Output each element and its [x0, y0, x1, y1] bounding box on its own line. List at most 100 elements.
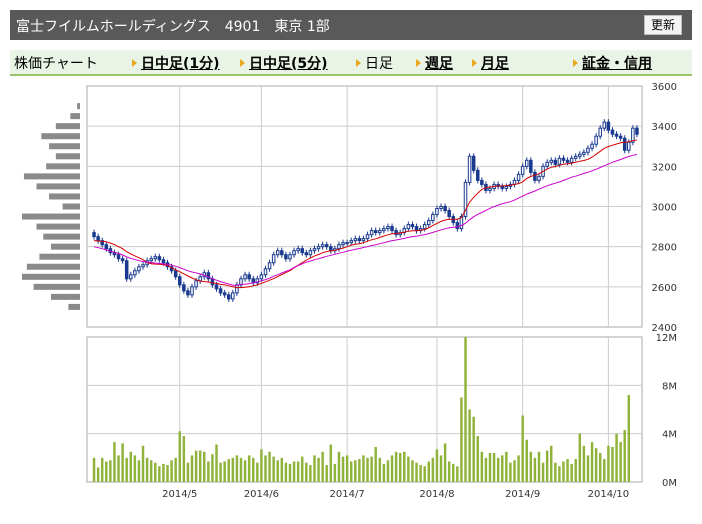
candle-body — [631, 127, 635, 143]
volume-bar — [125, 457, 128, 482]
volume-bar — [439, 455, 443, 482]
volume-bar — [137, 460, 141, 482]
candle-body — [300, 248, 304, 254]
volume-bar — [280, 457, 284, 482]
price-tick-label: 3400 — [652, 122, 677, 133]
volume-bar — [317, 457, 320, 482]
candle-body — [275, 250, 280, 256]
candle-body — [467, 155, 472, 183]
candle-body — [129, 274, 133, 280]
price-tick-label: 3200 — [652, 162, 677, 173]
date-tick-label: 2014/5 — [162, 489, 197, 500]
volume-bar — [611, 446, 614, 482]
volume-bar — [521, 415, 524, 482]
volume-bar — [121, 443, 124, 482]
volume-bar — [219, 462, 222, 482]
date-axis: 2014/5 2014/6 2014/7 2014/8 2014/9 2014/10 — [162, 489, 629, 500]
nav-weekly-label: 週足 — [425, 56, 453, 72]
candle-body — [455, 222, 460, 230]
candle-body — [247, 274, 251, 280]
nav-intraday-5min-label: 日中足(5分) — [249, 56, 328, 72]
nav-intraday-5min[interactable]: 日中足(5分) — [240, 53, 328, 73]
volume-bar — [337, 451, 341, 482]
volume-profile-bar — [41, 133, 80, 140]
volume-bar — [386, 460, 390, 482]
candle-body — [210, 278, 215, 286]
candle-body — [141, 264, 145, 268]
candle-body — [369, 230, 374, 236]
price-grid — [87, 86, 642, 327]
candle-body — [443, 206, 447, 212]
candle-body — [120, 258, 125, 262]
volume-bar — [296, 461, 300, 482]
price-tick-label: 3600 — [652, 82, 677, 93]
nav-monthly[interactable]: 月足 — [472, 53, 509, 73]
candle-body — [316, 246, 321, 250]
nav-weekly[interactable]: 週足 — [416, 53, 453, 73]
candle-body — [182, 284, 186, 292]
volume-bar — [492, 453, 496, 482]
candle-body — [92, 232, 96, 238]
candle-body — [337, 244, 341, 250]
volume-profile-bar — [51, 243, 80, 250]
volume-bar — [496, 457, 500, 482]
volume-bar — [505, 451, 508, 482]
candle-body — [218, 288, 223, 294]
candle-body — [116, 254, 121, 260]
volume-bar — [96, 467, 100, 482]
candle-body — [394, 230, 398, 236]
volume-bar — [533, 457, 537, 482]
candle-body — [561, 157, 566, 161]
candle-body — [382, 228, 386, 232]
volume-bar — [468, 409, 471, 482]
candle-body — [545, 161, 549, 167]
nav-margin-credit[interactable]: 証金・信用 — [573, 53, 652, 73]
candle-body — [614, 133, 619, 137]
volume-bar — [456, 466, 459, 482]
candle-body — [618, 135, 623, 139]
volume-bar — [558, 466, 561, 482]
volume-bar — [423, 466, 426, 482]
volume-bar — [354, 460, 357, 482]
nav-monthly-label: 月足 — [481, 56, 509, 72]
volume-profile-bar — [39, 253, 80, 260]
volume-bar — [513, 460, 516, 482]
candle-body — [329, 246, 333, 252]
candle-body — [610, 129, 615, 135]
volume-panel: 12M 8M 4M 0M — [86, 333, 677, 489]
volume-bar — [501, 455, 504, 482]
volume-bar — [407, 456, 410, 482]
page-title: 富士フイルムホールディングス 4901 東京 1部 — [16, 19, 330, 35]
volume-bar — [435, 449, 439, 482]
nav-intraday-1min[interactable]: 日中足(1分) — [132, 53, 220, 73]
volume-bar — [603, 459, 606, 482]
candle-body — [304, 252, 309, 256]
date-tick-label: 2014/9 — [505, 489, 540, 500]
volume-bar — [607, 445, 610, 482]
candle-body — [431, 214, 435, 222]
volume-bar — [194, 450, 198, 482]
nav-daily: 日足 — [356, 53, 393, 73]
nav-margin-credit-label: 証金・信用 — [582, 56, 652, 72]
arrow-right-icon — [356, 59, 361, 67]
volume-bar — [109, 460, 112, 482]
candle-body — [463, 181, 468, 218]
volume-bar — [427, 461, 430, 482]
volume-bar — [231, 457, 235, 482]
volume-profile-bar — [23, 173, 80, 180]
volume-bar — [378, 457, 382, 482]
price-tick-label: 3000 — [652, 203, 677, 214]
candle-body — [194, 280, 198, 288]
volume-profile — [22, 103, 80, 310]
candle-body — [533, 171, 537, 181]
volume-bar — [100, 457, 104, 482]
volume-bar — [345, 455, 349, 482]
volume-bar — [182, 436, 186, 482]
candle-body — [235, 284, 239, 294]
refresh-button[interactable]: 更新 — [643, 15, 682, 35]
volume-bar — [305, 462, 308, 482]
volume-bar — [411, 460, 414, 482]
candle-body — [161, 259, 166, 264]
volume-bar — [566, 459, 569, 482]
date-tick-label: 2014/6 — [244, 489, 279, 500]
